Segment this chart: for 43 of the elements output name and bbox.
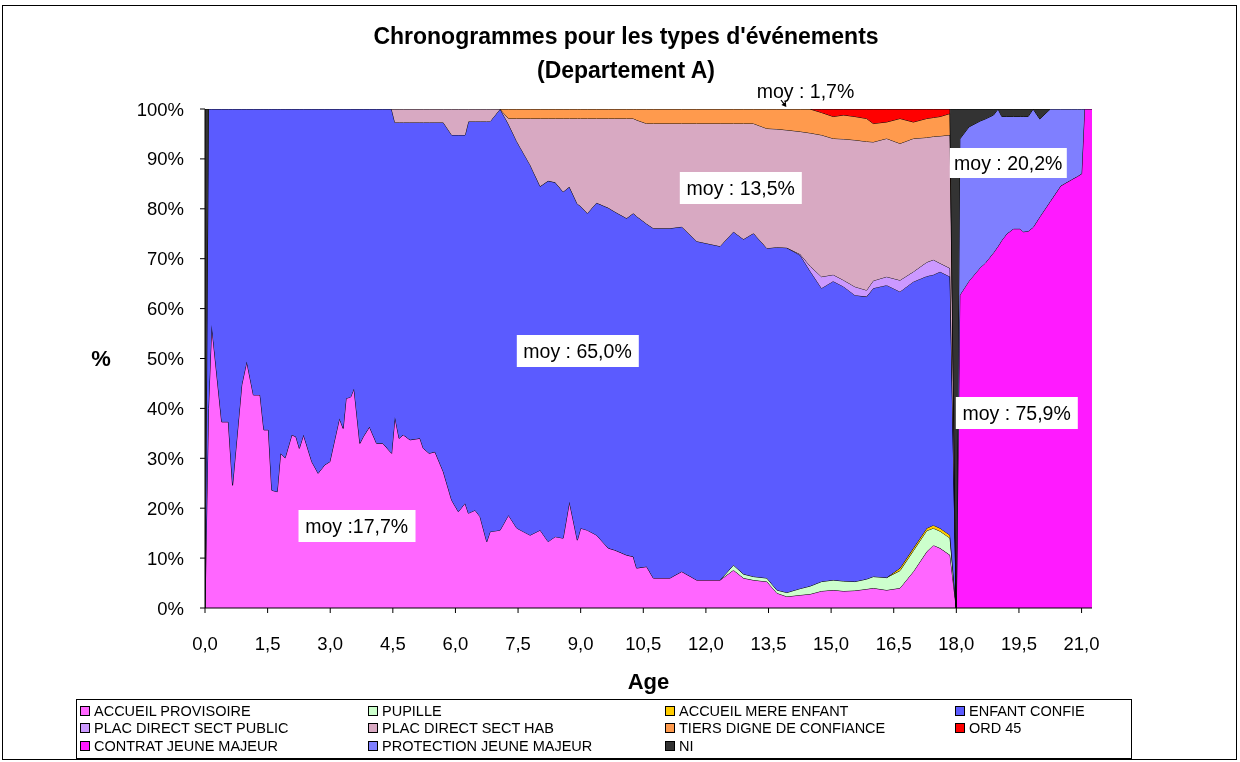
y-tick-label: 40% xyxy=(146,397,184,419)
x-tick-label: 18,0 xyxy=(938,633,975,655)
y-tick-label: 10% xyxy=(146,547,184,569)
legend-label: ACCUEIL MERE ENFANT xyxy=(679,702,849,719)
annotation: moy : 65,0% xyxy=(523,340,632,362)
legend-label: ACCUEIL PROVISOIRE xyxy=(94,702,251,719)
x-tick-label: 10,5 xyxy=(625,633,662,655)
legend-label: ENFANT CONFIE xyxy=(969,702,1085,719)
y-tick-label: 20% xyxy=(146,497,184,519)
x-tick-label: 15,0 xyxy=(813,633,850,655)
y-tick-label: 90% xyxy=(146,148,184,170)
x-tick-label: 19,5 xyxy=(1000,633,1037,655)
legend-label: PLAC DIRECT SECT HAB xyxy=(382,720,554,737)
x-tick-label: 6,0 xyxy=(442,633,469,655)
y-tick-label: 100% xyxy=(136,98,184,120)
y-tick-label: 30% xyxy=(146,447,184,469)
x-tick-label: 4,5 xyxy=(379,633,406,655)
y-tick-label: 70% xyxy=(146,248,184,270)
x-tick-label: 3,0 xyxy=(317,633,344,655)
x-tick-label: 9,0 xyxy=(567,633,594,655)
x-tick-label: 16,5 xyxy=(875,633,912,655)
legend-label: PROTECTION JEUNE MAJEUR xyxy=(382,737,593,754)
annotation: moy :17,7% xyxy=(305,515,409,538)
y-tick-label: 50% xyxy=(146,348,184,370)
legend-label: ORD 45 xyxy=(969,720,1022,737)
x-tick-label: 7,5 xyxy=(505,633,531,655)
x-tick-label: 12,0 xyxy=(687,633,724,655)
y-axis-title: % xyxy=(91,345,111,372)
x-tick-label: 21,0 xyxy=(1063,633,1100,655)
x-tick-label: 13,5 xyxy=(750,633,787,655)
x-tick-label: 1,5 xyxy=(254,633,281,655)
x-tick-label: 0,0 xyxy=(192,633,218,655)
legend-label: NI xyxy=(679,737,694,754)
y-tick-label: 0% xyxy=(157,597,184,619)
y-tick-label: 60% xyxy=(146,298,184,320)
legend-label: PUPILLE xyxy=(382,702,442,719)
legend-label: CONTRAT JEUNE MAJEUR xyxy=(94,737,278,754)
legend-label: PLAC DIRECT SECT PUBLIC xyxy=(94,720,289,737)
y-tick-label: 80% xyxy=(146,198,184,220)
annotation: moy : 75,9% xyxy=(962,401,1071,424)
x-axis-title: Age xyxy=(627,669,670,695)
annotation: moy : 13,5% xyxy=(686,176,795,199)
legend-label: TIERS DIGNE DE CONFIANCE xyxy=(679,720,886,737)
